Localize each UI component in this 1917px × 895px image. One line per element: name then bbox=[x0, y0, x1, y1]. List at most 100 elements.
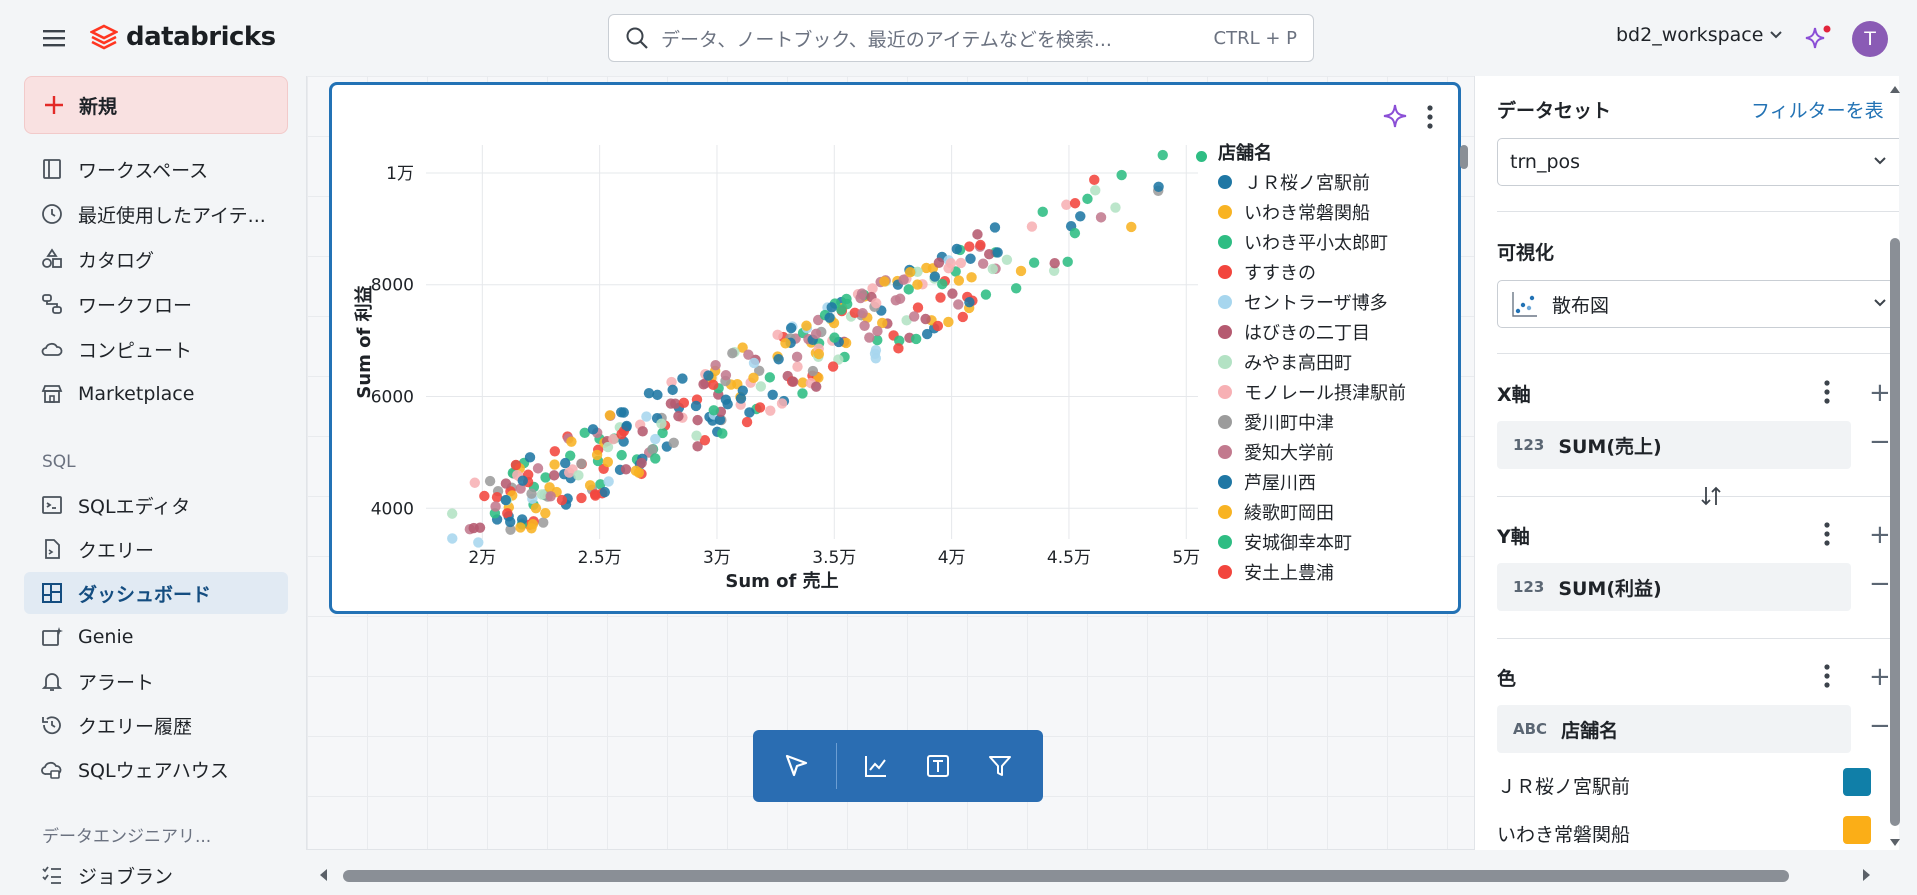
legend-item[interactable]: 芦屋川西 bbox=[1218, 469, 1316, 495]
assistant-sparkle-icon[interactable] bbox=[1802, 24, 1832, 54]
y-axis-field[interactable]: 123 SUM(利益) bbox=[1497, 563, 1851, 611]
scatter-point bbox=[797, 388, 808, 399]
color-menu-icon[interactable] bbox=[1817, 662, 1837, 690]
legend-item[interactable]: セントラーザ博多 bbox=[1218, 289, 1388, 315]
canvas-toolbar bbox=[753, 730, 1043, 802]
scatter-point bbox=[964, 297, 975, 308]
filter-tool-button[interactable] bbox=[978, 744, 1022, 788]
legend-item[interactable]: 安城御幸本町 bbox=[1218, 529, 1352, 555]
scatter-point bbox=[921, 328, 933, 340]
x-axis-field[interactable]: 123 SUM(売上) bbox=[1497, 421, 1851, 469]
scroll-up-icon[interactable] bbox=[1888, 82, 1902, 96]
scatter-point bbox=[532, 463, 544, 474]
legend-item[interactable]: 愛川町中津 bbox=[1218, 409, 1334, 435]
sidebar-item-job-runs[interactable]: ジョブラン bbox=[24, 854, 288, 895]
scatter-point bbox=[599, 486, 610, 498]
dataset-select[interactable]: trn_pos bbox=[1497, 138, 1899, 186]
x-axis-menu-icon[interactable] bbox=[1817, 378, 1837, 406]
color-remove-icon[interactable]: − bbox=[1869, 711, 1891, 741]
chevron-down-icon bbox=[1874, 157, 1886, 165]
legend-item[interactable]: ＪＲ桜ノ宮駅前 bbox=[1218, 169, 1370, 195]
panel-divider bbox=[1497, 353, 1899, 354]
legend-item[interactable]: いわき常磐関船 bbox=[1218, 199, 1370, 225]
workspace-switcher[interactable]: bd2_workspace bbox=[1616, 24, 1783, 46]
dashboard-canvas[interactable]: 2万 2.5万 3万 3.5万 4万 4.5万 5万 4000 6000 8000 1万 Sum of… bbox=[306, 76, 1474, 850]
scatter-point bbox=[810, 328, 822, 340]
legend-scrollbar[interactable] bbox=[1460, 145, 1468, 169]
scroll-left-icon[interactable] bbox=[316, 867, 332, 883]
legend-item[interactable]: すすきの bbox=[1218, 259, 1316, 285]
menu-icon[interactable] bbox=[40, 24, 68, 52]
chart-tool-button[interactable] bbox=[854, 744, 898, 788]
legend-item[interactable]: いわき平小太郎町 bbox=[1218, 229, 1388, 255]
legend-dot bbox=[1218, 265, 1232, 279]
toolbar-separator bbox=[835, 743, 837, 789]
scatter-point bbox=[500, 494, 512, 506]
scroll-right-icon[interactable] bbox=[1858, 867, 1874, 883]
scatter-point bbox=[717, 428, 728, 439]
show-filters-link[interactable]: フィルターを表 bbox=[1751, 100, 1884, 122]
sidebar-item-dashboard[interactable]: ダッシュボード bbox=[24, 572, 288, 614]
databricks-logo[interactable]: databricks bbox=[90, 22, 276, 52]
legend-selected-dot bbox=[1196, 151, 1207, 162]
visualization-select[interactable]: 散布図 bbox=[1497, 280, 1899, 328]
scatter-chart-widget[interactable]: 2万 2.5万 3万 3.5万 4万 4.5万 5万 4000 6000 8000 1万 Sum of… bbox=[329, 82, 1468, 614]
y-axis-add-icon[interactable]: + bbox=[1869, 520, 1891, 550]
sidebar-item-sql-editor[interactable]: SQLエディタ bbox=[24, 484, 288, 526]
y-axis-remove-icon[interactable]: − bbox=[1869, 569, 1891, 599]
scatter-point bbox=[857, 308, 868, 319]
legend-item[interactable]: 愛知大学前 bbox=[1218, 439, 1334, 465]
scroll-down-icon[interactable] bbox=[1888, 836, 1902, 850]
color-add-icon[interactable]: + bbox=[1869, 662, 1891, 692]
sidebar-item-marketplace[interactable]: Marketplace bbox=[24, 373, 288, 415]
legend-item[interactable]: モノレール摂津駅前 bbox=[1218, 379, 1406, 405]
color-item-label: いわき常磐関船 bbox=[1497, 824, 1631, 846]
x-axis-add-icon[interactable]: + bbox=[1869, 378, 1891, 408]
scatter-point bbox=[647, 444, 658, 455]
new-button[interactable]: 新規 bbox=[24, 76, 288, 134]
color-swatch[interactable] bbox=[1843, 768, 1871, 796]
sidebar-item-alert[interactable]: アラート bbox=[24, 660, 288, 702]
text-tool-icon bbox=[927, 755, 950, 777]
search-bar[interactable]: データ、ノートブック、最近のアイテムなどを検索... CTRL + P bbox=[608, 14, 1314, 62]
text-tool-button[interactable] bbox=[916, 744, 960, 788]
scatter-point bbox=[616, 428, 627, 440]
sidebar-item-catalog[interactable]: カタログ bbox=[24, 238, 288, 280]
scatter-point bbox=[935, 292, 946, 303]
scatter-point bbox=[933, 257, 945, 268]
legend-item[interactable]: 安土上豊浦 bbox=[1218, 559, 1334, 585]
sidebar-item-query[interactable]: クエリー bbox=[24, 528, 288, 570]
search-input[interactable]: データ、ノートブック、最近のアイテムなどを検索... bbox=[661, 28, 1112, 51]
sidebar-item-compute[interactable]: コンピュート bbox=[24, 328, 288, 370]
sidebar-item-sql-warehouse[interactable]: SQLウェアハウス bbox=[24, 748, 288, 790]
color-field[interactable]: ABC 店舗名 bbox=[1497, 705, 1851, 753]
scatter-point bbox=[903, 284, 914, 295]
legend-item[interactable]: みやま高田町 bbox=[1218, 349, 1352, 375]
sidebar-item-recent[interactable]: 最近使用したアイテ... bbox=[24, 193, 288, 235]
sidebar-item-workspace[interactable]: ワークスペース bbox=[24, 148, 288, 190]
select-tool-button[interactable] bbox=[774, 744, 818, 788]
panel-scrollbar[interactable] bbox=[1890, 238, 1900, 826]
scatter-point bbox=[785, 322, 797, 334]
scatter-point bbox=[604, 410, 616, 421]
sidebar-item-workflow[interactable]: ワークフロー bbox=[24, 283, 288, 325]
legend-item[interactable]: はびきの二丁目 bbox=[1218, 319, 1370, 345]
y-axis-menu-icon[interactable] bbox=[1817, 520, 1837, 548]
sidebar-item-genie[interactable]: Genie bbox=[24, 616, 288, 658]
scatter-point bbox=[708, 379, 719, 391]
horizontal-scrollbar[interactable] bbox=[343, 870, 1789, 882]
x-axis-remove-icon[interactable]: − bbox=[1869, 427, 1891, 457]
avatar[interactable]: T bbox=[1852, 21, 1888, 57]
assistant-sparkle-icon[interactable] bbox=[1382, 103, 1408, 129]
scatter-point bbox=[720, 370, 732, 381]
sidebar-item-label: Marketplace bbox=[78, 383, 195, 405]
swap-axes-icon[interactable] bbox=[1699, 484, 1723, 508]
scatter-point bbox=[714, 414, 726, 426]
sidebar-item-query-history[interactable]: クエリー履歴 bbox=[24, 704, 288, 746]
scatter-point bbox=[826, 302, 837, 313]
legend-item[interactable]: 綾歌町岡田 bbox=[1218, 499, 1334, 525]
color-swatch[interactable] bbox=[1843, 816, 1871, 844]
legend-dot bbox=[1218, 175, 1232, 189]
kebab-menu-icon[interactable] bbox=[1420, 103, 1440, 131]
scatter-point bbox=[517, 475, 528, 486]
